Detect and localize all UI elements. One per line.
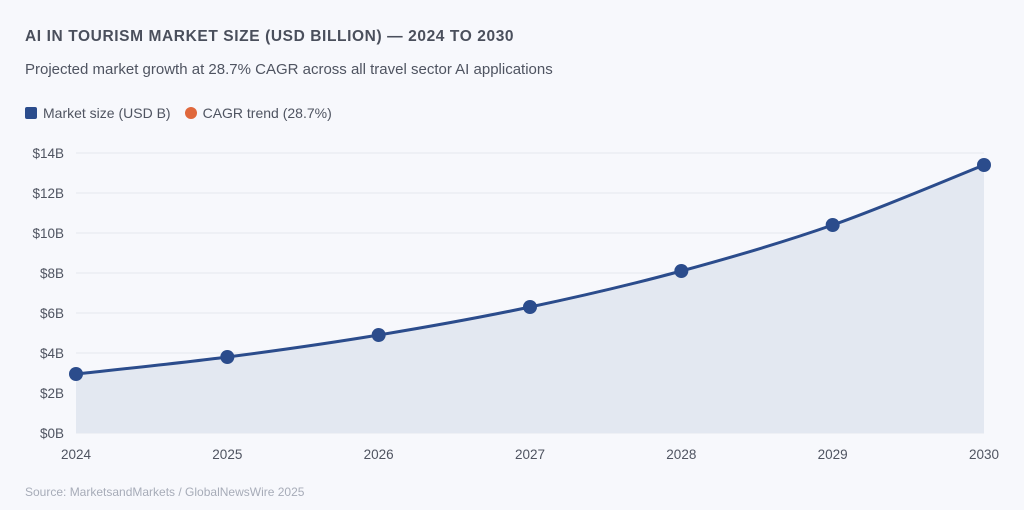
chart-subtitle: Projected market growth at 28.7% CAGR ac…	[25, 61, 553, 78]
y-tick-label: $2B	[40, 386, 64, 401]
data-point	[977, 158, 991, 172]
legend-swatch-market-size	[25, 107, 37, 119]
y-tick-label: $8B	[40, 266, 64, 281]
x-tick-label: 2027	[515, 447, 545, 462]
source-note: Source: MarketsandMarkets / GlobalNewsWi…	[25, 485, 305, 499]
legend: Market size (USD B) CAGR trend (28.7%)	[25, 105, 332, 121]
x-tick-label: 2028	[666, 447, 696, 462]
x-tick-label: 2024	[61, 447, 92, 462]
data-point	[69, 367, 83, 381]
y-tick-label: $0B	[40, 426, 64, 441]
chart-title: AI IN TOURISM MARKET SIZE (USD BILLION) …	[25, 28, 515, 45]
x-tick-label: 2030	[969, 447, 999, 462]
y-tick-label: $10B	[32, 226, 64, 241]
data-point	[523, 300, 537, 314]
data-point	[220, 350, 235, 364]
legend-label-cagr: CAGR trend (28.7%)	[202, 105, 332, 121]
data-point	[825, 218, 840, 232]
data-point	[371, 328, 386, 342]
legend-label-market-size: Market size (USD B)	[43, 105, 171, 121]
y-tick-label: $12B	[32, 186, 64, 201]
data-point	[674, 264, 689, 278]
y-tick-label: $14B	[32, 146, 64, 161]
x-tick-label: 2025	[212, 447, 242, 462]
y-tick-label: $6B	[40, 306, 64, 321]
y-tick-label: $4B	[40, 346, 64, 361]
x-tick-label: 2029	[818, 447, 848, 462]
x-tick-label: 2026	[364, 447, 394, 462]
area-fill	[76, 165, 984, 433]
legend-swatch-cagr	[184, 107, 197, 119]
